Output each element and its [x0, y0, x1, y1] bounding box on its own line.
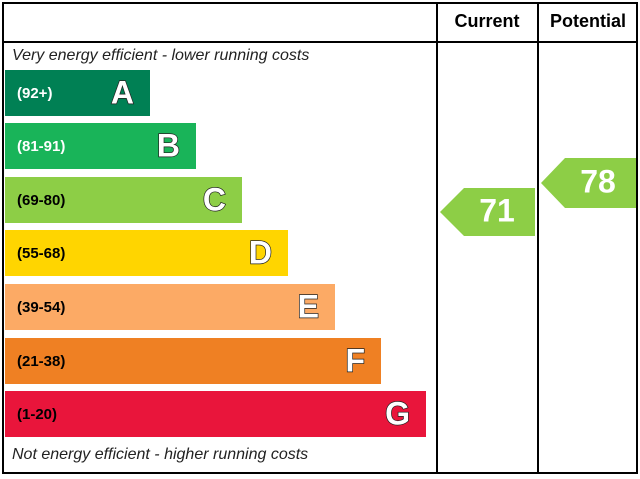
top-note: Very energy efficient - lower running co…: [12, 47, 309, 64]
band-range: (92+): [17, 85, 52, 102]
band-range: (55-68): [17, 245, 65, 262]
band-range: (1-20): [17, 406, 57, 423]
current-header: Current: [454, 11, 519, 31]
band-bar: [5, 230, 288, 276]
band-letter: C: [203, 181, 226, 217]
potential-score: 78: [580, 163, 616, 199]
band-bar: [5, 123, 196, 169]
band-letter: F: [345, 342, 365, 378]
band-range: (69-80): [17, 192, 65, 209]
band-letter: B: [157, 127, 180, 163]
current-arrow: [440, 188, 535, 236]
band-letter: E: [298, 288, 319, 324]
band-range: (39-54): [17, 299, 65, 316]
band-letter: D: [249, 234, 272, 270]
band-range: (81-91): [17, 138, 65, 155]
potential-header: Potential: [550, 11, 626, 31]
band-range: (21-38): [17, 353, 65, 370]
band-letter: A: [111, 74, 134, 110]
band-bar: [5, 70, 150, 116]
band-bar: [5, 177, 242, 223]
bands: (92+) A (81-91) B (69-80) C (55-68) D (39-54) E (2…: [5, 70, 426, 437]
band-bar: [5, 284, 335, 330]
band-letter: G: [385, 395, 410, 431]
frame: [2, 2, 638, 474]
potential-arrow: [541, 158, 636, 208]
bottom-note: Not energy efficient - higher running co…: [12, 446, 308, 463]
band-bar: [5, 391, 426, 437]
current-score: 71: [479, 192, 515, 228]
band-bar: [5, 338, 381, 384]
